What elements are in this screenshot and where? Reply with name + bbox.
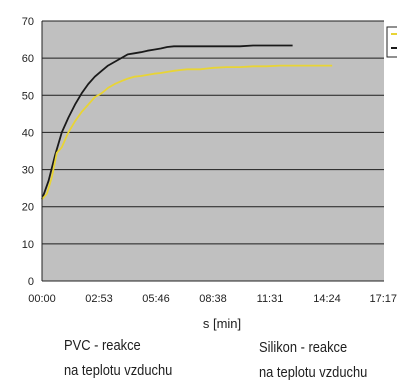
annotation-pvc-line2: na teplotu vzduchu — [64, 362, 173, 379]
y-tick-label-70: 70 — [22, 16, 34, 28]
annotation-silikon-line1: Silikon - reakce — [259, 339, 348, 356]
plot-area — [42, 21, 384, 281]
y-tick-label-50: 50 — [22, 90, 34, 102]
x-tick-label-1: 02:53 — [85, 293, 113, 305]
x-tick-label-6: 17:17 — [369, 293, 397, 305]
x-tick-label-4: 11:31 — [257, 293, 284, 305]
x-axis-label: s [min] — [203, 316, 241, 331]
y-tick-label-10: 10 — [22, 239, 34, 251]
plot-background — [42, 21, 384, 281]
x-tick-label-5: 14:24 — [313, 293, 341, 305]
series-lines — [41, 44, 333, 200]
axes: 0 10 20 30 40 50 60 70 00:00 02:53 05:46 08:38 11:31… — [22, 16, 397, 305]
y-tick-label-60: 60 — [22, 53, 34, 65]
annotation-pvc: PVC - reakce na teplotu vzduchu — [64, 333, 172, 383]
annotation-pvc-line1: PVC - reakce — [64, 337, 141, 354]
y-tick-label-20: 20 — [22, 202, 34, 214]
y-tick-label-30: 30 — [22, 165, 34, 177]
x-tick-label-0: 00:00 — [28, 293, 56, 305]
legend — [386, 26, 397, 58]
x-tick-label-3: 08:38 — [199, 293, 227, 305]
y-tick-label-0: 0 — [28, 276, 34, 288]
annotation-silikon: Silikon - reakce na teplotu vzduchu — [259, 335, 367, 385]
series-line-1 — [41, 44, 293, 200]
series-line-2 — [41, 64, 333, 200]
x-tick-label-2: 05:46 — [142, 293, 170, 305]
y-tick-label-40: 40 — [22, 127, 34, 139]
annotation-silikon-line2: na teplotu vzduchu — [259, 364, 368, 381]
legend-box — [386, 26, 397, 58]
